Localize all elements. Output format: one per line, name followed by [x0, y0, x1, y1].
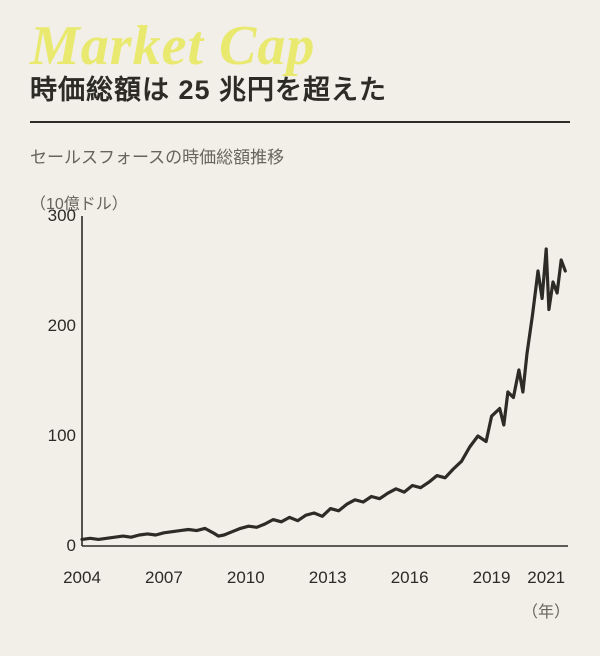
y-tick-label: 200 [32, 316, 76, 336]
market-cap-chart: （10億ドル） （年） 0100200300200420072010201320… [30, 190, 570, 620]
x-tick-label: 2016 [391, 568, 429, 588]
y-tick-label: 300 [32, 206, 76, 226]
x-tick-label: 2010 [227, 568, 265, 588]
x-axis-unit-label: （年） [522, 598, 570, 622]
headline: 時価総額は 25 兆円を超えた [30, 68, 570, 123]
x-tick-label: 2013 [309, 568, 347, 588]
market-cap-series [82, 249, 565, 539]
chart-plot [30, 190, 570, 620]
x-tick-label: 2021 [527, 568, 565, 588]
x-tick-label: 2007 [145, 568, 183, 588]
x-tick-label: 2004 [63, 568, 101, 588]
subtitle: セールスフォースの時価総額推移 [30, 143, 570, 168]
y-tick-label: 0 [32, 536, 76, 556]
chart-card: Market Cap 時価総額は 25 兆円を超えた セールスフォースの時価総額… [0, 0, 600, 656]
y-tick-label: 100 [32, 426, 76, 446]
x-tick-label: 2019 [473, 568, 511, 588]
accent-title: Market Cap [30, 18, 315, 74]
